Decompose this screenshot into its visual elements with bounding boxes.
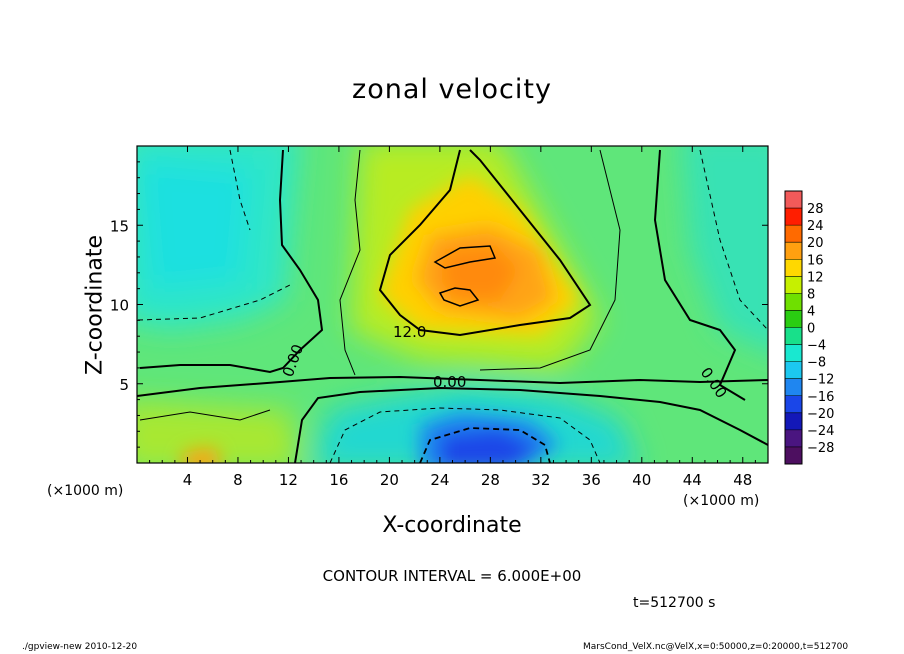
x-tick-label: 16 <box>329 471 348 489</box>
x-tick-label: 20 <box>380 471 399 489</box>
x-tick-label: 8 <box>233 471 243 489</box>
colorbar-label: −4 <box>807 339 826 354</box>
x-unit-label: (×1000 m) <box>47 483 124 499</box>
x-tick-label: 32 <box>531 471 550 489</box>
colorbar-swatch <box>785 412 802 431</box>
colorbar-swatch <box>785 378 802 397</box>
x-tick-label: 12 <box>279 471 298 489</box>
contour-6-right <box>479 149 621 371</box>
colorbar-label: −28 <box>807 441 834 456</box>
colorbar-swatch <box>785 191 802 209</box>
colorbar-swatch <box>785 344 802 363</box>
chart-title: zonal velocity <box>352 74 552 105</box>
contour-neg12-bottom <box>419 427 551 463</box>
footer-left: ./gpview-new 2010-12-20 <box>22 642 138 652</box>
x-tick-label: 4 <box>183 471 193 489</box>
z-unit-label: (×1000 m) <box>683 493 760 509</box>
colorbar-swatch <box>785 293 802 311</box>
colorbar-label: −8 <box>807 356 826 371</box>
colorbar-swatch <box>785 310 802 328</box>
time-note: t=512700 s <box>633 595 716 611</box>
x-tick-label: 36 <box>582 471 601 489</box>
x-tick-label: 40 <box>632 471 651 489</box>
colorbar-swatch <box>785 259 802 277</box>
colorbar-swatch <box>785 242 802 260</box>
colorbar-swatch <box>785 361 802 380</box>
colorbar-label: −12 <box>807 373 834 388</box>
colorbar-label: −16 <box>807 390 834 405</box>
zero-contour-right <box>653 149 746 401</box>
neg-core-darkblue <box>440 428 540 463</box>
neg-region-right <box>681 146 768 351</box>
y-tick-label: 15 <box>110 217 129 235</box>
colorbar-swatch <box>785 276 802 294</box>
y-tick-label: 5 <box>119 376 129 394</box>
contour-label-zero-middle: 0.00 <box>433 373 466 391</box>
contour-label-12: 12.0 <box>393 323 426 341</box>
colorbar-label: 16 <box>807 253 824 268</box>
zero-contour-lower <box>294 386 768 463</box>
contour-18-lower <box>438 287 480 307</box>
contour-neg6-left <box>137 284 291 321</box>
contour-18-upper <box>433 245 497 269</box>
zero-contour-left <box>139 149 324 374</box>
contour-12 <box>378 149 592 337</box>
colorbar-swatch <box>785 225 802 243</box>
colorbar: 28 24 20 16 12 8 4 0 −4 −8 −12 −16 −20 −24 −28 <box>784 190 834 465</box>
contour-interval-note: CONTOUR INTERVAL = 6.000E+00 <box>322 567 582 585</box>
colorbar-label: 24 <box>807 219 824 234</box>
colorbar-label: 8 <box>807 287 815 302</box>
contour-neg6-bottom <box>329 407 601 463</box>
x-tick-label: 24 <box>430 471 449 489</box>
x-axis: 4 8 12 16 20 24 28 32 36 40 44 48 <box>149 146 756 489</box>
y-axis-label: Z-coordinate <box>82 235 108 375</box>
pos-region-bottom-left <box>137 401 299 463</box>
pos-spot-bottom <box>181 448 220 463</box>
x-tick-label: 44 <box>683 471 702 489</box>
x-tick-label: 28 <box>481 471 500 489</box>
contour-neg6-right <box>699 149 768 331</box>
zero-contour-middle <box>137 375 768 397</box>
contour-lines <box>137 149 768 463</box>
colorbar-label: −24 <box>807 424 834 439</box>
colorbar-swatch <box>785 395 802 414</box>
contour-6-left <box>339 149 361 376</box>
colorbar-swatch <box>785 208 802 226</box>
colorbar-label: 20 <box>807 236 824 251</box>
y-tick-label: 10 <box>110 297 129 315</box>
x-axis-label: X-coordinate <box>382 513 522 538</box>
neg-core-left <box>140 160 250 290</box>
colorbar-label: 28 <box>807 202 824 217</box>
colorbar-swatch <box>785 446 802 465</box>
y-axis: 5 10 15 <box>110 161 768 448</box>
colorbar-label: −20 <box>807 407 834 422</box>
colorbar-label: 4 <box>807 304 815 319</box>
pos-core-peak <box>440 245 520 300</box>
colorbar-swatch <box>785 429 802 448</box>
colorbar-label: 12 <box>807 270 824 285</box>
contour-6-bottom-left <box>139 409 271 421</box>
colorbar-swatch <box>785 327 802 346</box>
x-tick-label: 48 <box>733 471 752 489</box>
heatmap-field <box>137 146 768 463</box>
footer-right: MarsCond_VelX.nc@VelX,x=0:50000,z=0:2000… <box>583 642 849 652</box>
colorbar-label: 0 <box>807 322 815 337</box>
contour-neg6-upper <box>229 149 251 231</box>
